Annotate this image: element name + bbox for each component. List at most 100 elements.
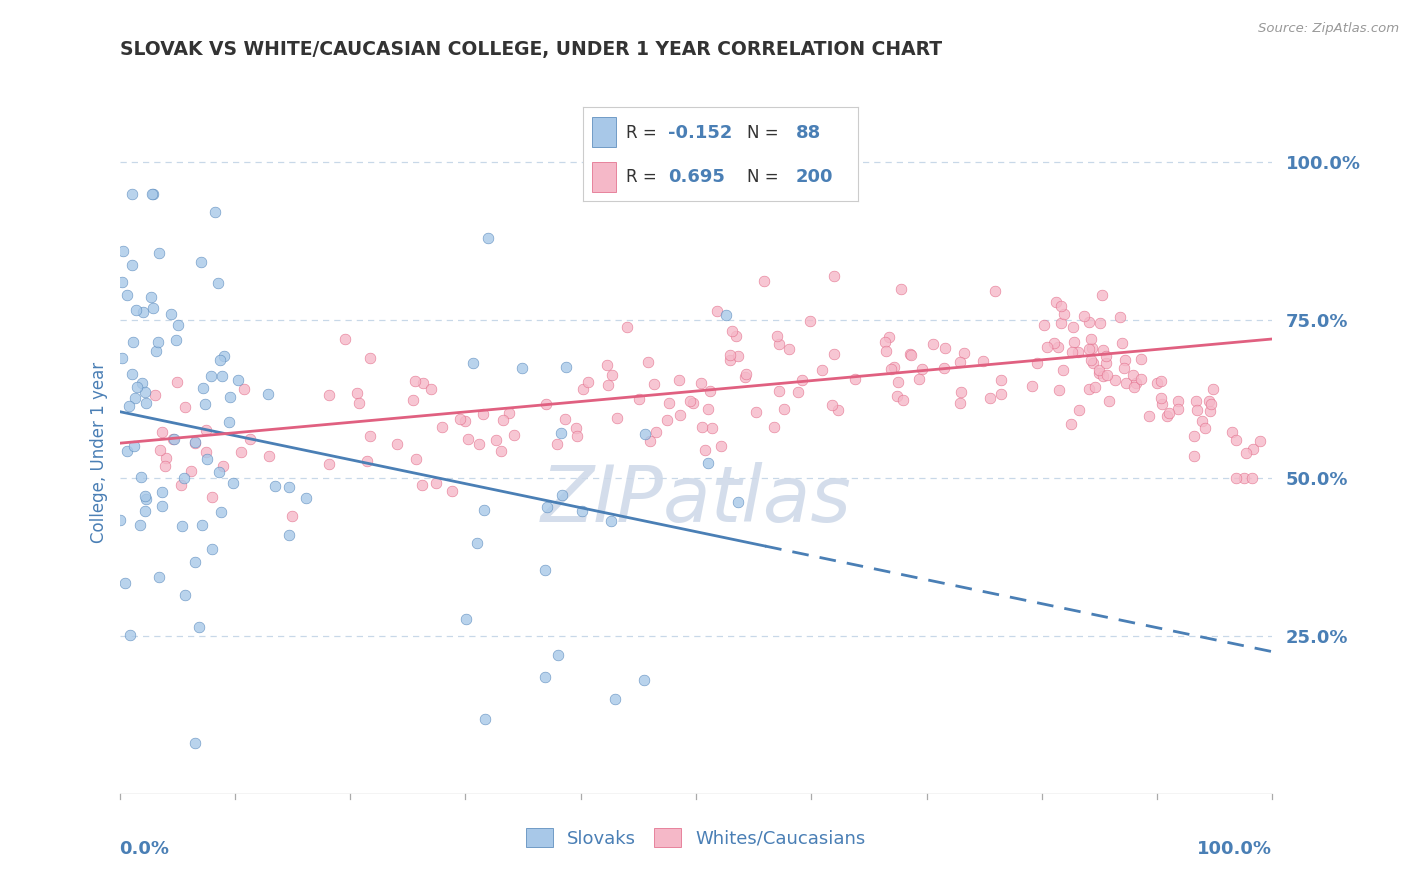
Point [498,406,520,420]
Text: R =: R = [626,124,662,142]
Point [440,483,463,498]
Point [1053,307,1076,321]
Point [134,489,156,503]
Point [640,434,662,448]
Point [183,435,205,450]
Point [633,427,655,442]
Point [170,518,193,533]
Point [503,428,526,442]
Point [232,382,254,396]
Point [209,352,232,367]
Point [190,518,212,533]
Point [690,376,713,390]
Point [1095,350,1118,364]
Point [696,456,718,470]
Point [1045,295,1067,310]
Point [194,397,217,411]
Point [699,384,721,399]
Point [163,432,186,446]
Point [979,391,1001,405]
Point [1062,319,1084,334]
Point [150,499,173,513]
Point [128,517,150,532]
Point [778,343,800,357]
Point [763,420,786,434]
Point [204,204,226,219]
FancyBboxPatch shape [592,118,616,147]
Point [1220,425,1243,439]
Point [211,369,233,384]
Point [219,390,242,404]
Point [1081,341,1104,355]
Point [1062,345,1084,359]
Point [844,371,866,385]
Point [1241,471,1264,485]
Point [318,457,340,471]
Point [1073,310,1095,324]
Point [637,355,659,369]
Point [277,480,299,494]
Point [734,369,756,384]
Point [1167,393,1189,408]
Point [768,337,790,351]
Point [150,484,173,499]
Text: 88: 88 [796,124,821,142]
Point [1046,341,1069,355]
Point [1067,402,1090,417]
Point [1043,335,1066,350]
Point [1187,402,1209,417]
Point [1063,334,1085,349]
Point [827,403,849,417]
Point [949,396,972,410]
Point [551,487,574,501]
Point [183,736,205,750]
Point [222,476,245,491]
Point [125,303,148,318]
Text: 0.0%: 0.0% [120,840,170,858]
Point [700,420,723,434]
Point [257,450,280,464]
Point [239,432,262,446]
Point [1199,404,1222,418]
Point [1191,414,1213,428]
Point [359,351,381,366]
Point [165,333,187,347]
Point [124,439,146,453]
Point [727,495,749,509]
Point [193,381,215,395]
Point [1194,420,1216,434]
Point [1084,379,1107,393]
Text: 0.695: 0.695 [668,168,725,186]
Point [1052,362,1074,376]
Point [628,392,651,406]
Point [600,368,623,382]
Point [1088,363,1111,377]
Point [134,384,156,399]
Point [706,304,728,318]
Point [143,387,166,401]
Point [201,542,224,557]
Point [595,358,617,372]
Point [121,186,143,201]
Point [1083,356,1105,370]
Point [1049,316,1071,330]
Point [131,304,153,318]
Point [124,391,146,405]
Point [657,413,679,427]
Point [463,356,485,370]
Point [773,401,796,416]
Point [983,284,1005,298]
Point [669,409,692,423]
Point [257,386,280,401]
Point [1150,374,1173,388]
Point [510,361,533,376]
Point [1080,332,1102,346]
Point [1122,380,1144,394]
Point [898,346,921,360]
Point [173,471,195,485]
Point [547,648,569,662]
Point [465,535,488,549]
Point [668,373,690,387]
Point [228,373,250,387]
Point [534,397,557,411]
